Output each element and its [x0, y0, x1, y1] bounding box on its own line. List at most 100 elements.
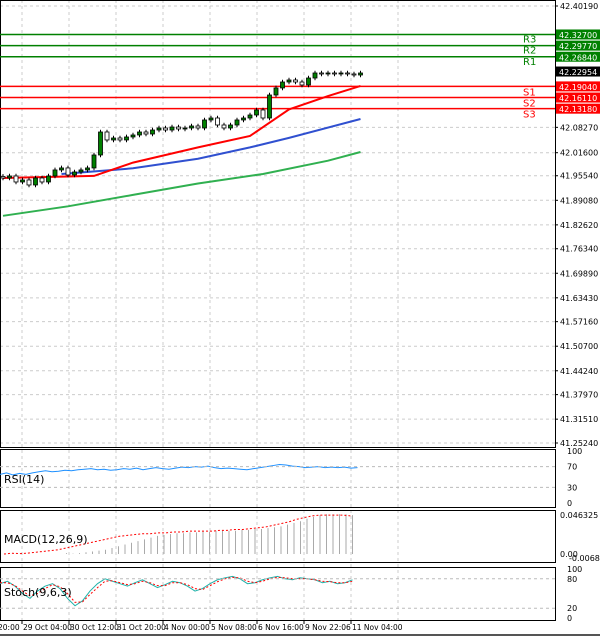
time-axis-label: 9 Nov 22:06: [305, 623, 351, 632]
candle: [59, 167, 64, 171]
candle: [267, 94, 272, 119]
candle: [124, 136, 129, 141]
price-axis-label: 41.76340: [560, 245, 598, 254]
candle: [215, 117, 220, 126]
candle: [13, 175, 19, 183]
candle: [202, 119, 207, 129]
price-axis-label: 41.50700: [560, 342, 598, 351]
candle: [39, 177, 45, 183]
level-label-r3: R3: [523, 34, 536, 45]
candle: [130, 134, 136, 138]
candle: [273, 87, 279, 96]
level-price-value: 42.32700: [559, 31, 597, 40]
level-price-tag: [556, 103, 600, 114]
moving-average-red: [2, 84, 361, 179]
candle: [280, 81, 285, 89]
candle: [228, 124, 233, 129]
macd-label: MACD(12,26,9): [4, 533, 88, 546]
candle: [312, 72, 318, 79]
candle: [319, 72, 324, 75]
candle: [163, 127, 168, 131]
candle: [208, 117, 214, 121]
macd-axis-label: 0.00: [560, 550, 578, 559]
panel-border: [0, 567, 556, 621]
level-price-value: 42.16110: [559, 94, 597, 103]
macd-axis-label: -0.006895: [569, 554, 600, 563]
price-axis-label: 41.95540: [560, 172, 598, 181]
stoch-axis-label: 80: [567, 575, 577, 584]
time-axis-label: 31 Oct 20:00: [117, 623, 166, 632]
candle: [176, 126, 181, 130]
candle: [20, 179, 25, 183]
price-axis-label: 41.25240: [560, 439, 598, 448]
level-label-r2: R2: [523, 46, 536, 57]
candle: [104, 131, 110, 141]
level-price-value: 42.29770: [559, 42, 597, 51]
time-axis-label: 20:00: [0, 623, 20, 632]
price-axis-label: 41.37970: [560, 391, 598, 400]
time-axis-label: 30 Oct 12:00: [70, 623, 119, 632]
candle: [169, 126, 175, 131]
candle: [306, 77, 311, 86]
candle: [254, 109, 259, 116]
candle: [137, 131, 142, 136]
level-price-value: 42.19040: [559, 83, 597, 92]
candle: [351, 73, 357, 76]
candle: [247, 114, 253, 119]
candle: [91, 154, 97, 169]
level-price-tag: [556, 92, 600, 103]
candle: [234, 119, 240, 126]
candle: [338, 72, 344, 75]
panel-border: [0, 510, 556, 563]
level-label-s2: S2: [523, 99, 536, 110]
stoch-axis-label: 20: [567, 604, 577, 613]
price-axis-label: 41.63430: [560, 294, 598, 303]
candle: [98, 131, 103, 156]
level-label-s3: S3: [523, 110, 536, 121]
level-label-s1: S1: [523, 87, 536, 98]
price-axis-label: 42.01600: [560, 149, 598, 158]
candle: [293, 79, 298, 83]
level-label-r1: R1: [523, 57, 536, 68]
time-axis-label: 29 Oct 04:00: [23, 623, 72, 632]
stoch-axis-label: 0: [567, 614, 572, 623]
candle: [33, 177, 38, 186]
moving-average-green: [2, 151, 361, 217]
candle: [345, 72, 350, 75]
stoch-signal-line: [0, 576, 353, 603]
level-price-tag: [556, 29, 600, 40]
candle: [195, 125, 201, 129]
candle: [221, 124, 227, 129]
price-axis-label: 42.40190: [560, 2, 598, 11]
candle: [260, 109, 266, 119]
candle: [26, 179, 32, 186]
rsi-line: [0, 464, 358, 476]
price-axis-label: 41.69890: [560, 269, 598, 278]
stoch-axis-label: 100: [567, 565, 582, 574]
macd-axis-label: 0.046325: [560, 511, 598, 520]
level-price-tag: [556, 81, 600, 92]
candle: [358, 72, 363, 76]
rsi-axis-label: 70: [567, 463, 577, 472]
candle: [7, 175, 12, 179]
candle: [65, 167, 71, 176]
candle: [143, 131, 149, 135]
candle: [332, 72, 337, 75]
time-axis-label: 6 Nov 16:00: [258, 623, 304, 632]
candle: [0, 176, 6, 179]
candle: [117, 137, 123, 141]
price-axis-label: 41.89080: [560, 196, 598, 205]
price-axis-label: 41.82620: [560, 221, 598, 230]
moving-average-blue: [61, 118, 361, 175]
rsi-axis-label: 100: [567, 447, 582, 456]
price-axis-label: 41.31510: [560, 415, 598, 424]
time-axis-label: 11 Nov 04:00: [352, 623, 403, 632]
time-axis-label: 4 Nov 00:00: [164, 623, 210, 632]
level-price-tag: [556, 51, 600, 62]
level-price-value: 42.26840: [559, 53, 597, 62]
current-price-value: 42.22954: [559, 68, 597, 77]
candle: [325, 72, 331, 75]
level-price-tag: [556, 40, 600, 51]
